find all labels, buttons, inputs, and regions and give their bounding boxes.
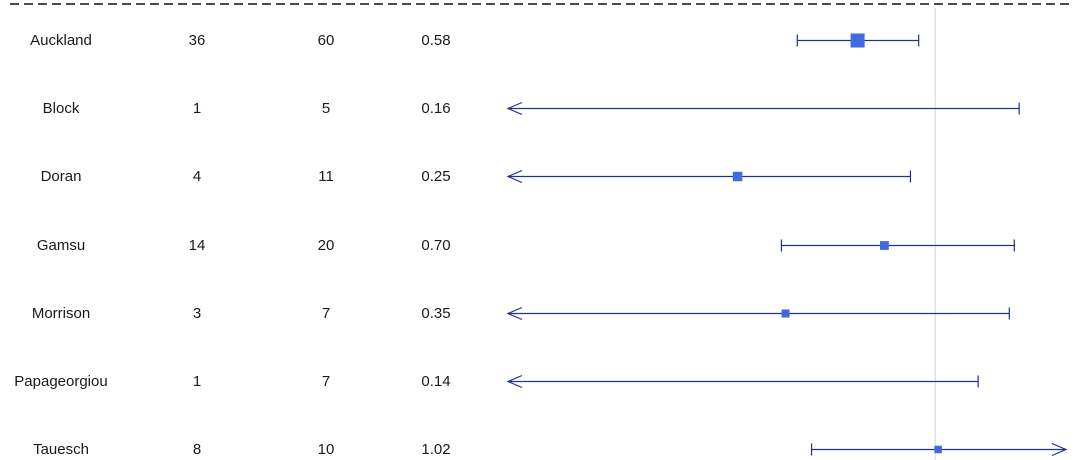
point-estimate [850, 33, 865, 48]
events-count: 8 [192, 440, 202, 458]
table-row: Auckland 36 60 0.58 [0, 31, 500, 51]
table-row: Papageorgiou 1 7 0.14 [0, 372, 500, 392]
study-name: Doran [40, 167, 82, 185]
point-estimate [934, 445, 942, 454]
study-table: Auckland 36 60 0.58 Block 1 5 0.16 Doran 4 11 0.25 G… [0, 0, 500, 460]
total-count: 7 [321, 372, 331, 390]
odds-ratio: 0.58 [421, 31, 451, 49]
events-count: 1 [192, 99, 202, 117]
table-row: Tauesch 8 10 1.02 [0, 440, 500, 460]
point-estimate [880, 241, 889, 250]
study-name: Tauesch [33, 440, 89, 458]
odds-ratio: 0.16 [421, 99, 451, 117]
events-count: 3 [192, 304, 202, 322]
odds-ratio: 1.02 [421, 440, 451, 458]
total-count: 20 [317, 236, 335, 254]
total-count: 5 [321, 99, 331, 117]
total-count: 7 [321, 304, 331, 322]
ci-arrow-left [506, 169, 523, 184]
point-estimate [781, 309, 790, 318]
ci-arrow-left [506, 374, 523, 389]
point-estimate [732, 171, 743, 182]
table-row: Morrison 3 7 0.35 [0, 304, 500, 324]
odds-ratio: 0.70 [421, 236, 451, 254]
events-count: 36 [188, 31, 206, 49]
odds-ratio: 0.14 [421, 372, 451, 390]
total-count: 11 [318, 167, 334, 185]
ci-arrow-left [506, 306, 523, 321]
study-name: Gamsu [36, 236, 86, 254]
table-row: Doran 4 11 0.25 [0, 167, 500, 187]
events-count: 14 [188, 236, 206, 254]
table-row: Gamsu 14 20 0.70 [0, 236, 500, 256]
study-name: Block [42, 99, 80, 117]
odds-ratio: 0.35 [421, 304, 451, 322]
study-name: Morrison [31, 304, 91, 322]
events-count: 1 [192, 372, 202, 390]
study-name: Papageorgiou [14, 372, 108, 390]
total-count: 10 [317, 440, 335, 458]
study-name: Auckland [30, 31, 92, 49]
events-count: 4 [192, 167, 202, 185]
odds-ratio: 0.25 [421, 167, 451, 185]
table-row: Block 1 5 0.16 [0, 99, 500, 119]
ci-arrow-right [1051, 442, 1068, 457]
total-count: 60 [317, 31, 335, 49]
ci-arrow-left [506, 101, 523, 116]
